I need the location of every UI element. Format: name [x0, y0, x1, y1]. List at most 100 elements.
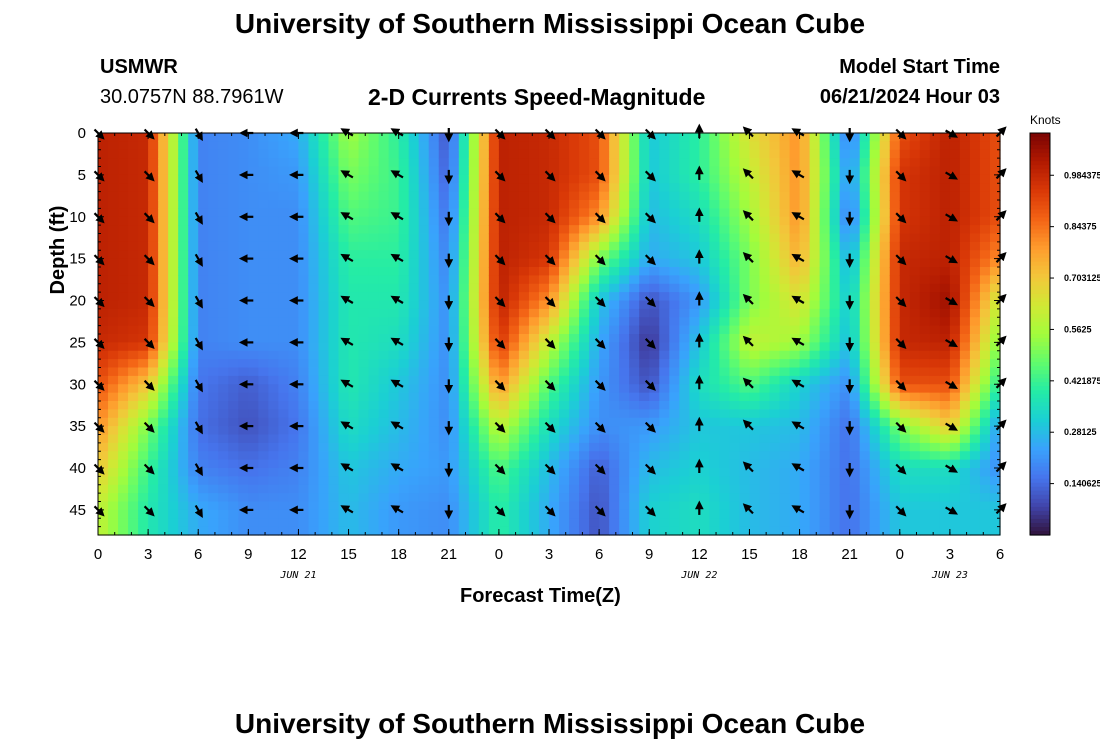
heatmap-cell: [408, 342, 420, 352]
heatmap-cell: [739, 476, 751, 486]
heatmap-cell: [769, 216, 781, 226]
heatmap-cell: [318, 401, 330, 410]
heatmap-cell: [759, 401, 771, 410]
heatmap-cell: [669, 300, 680, 310]
heatmap-cell: [659, 509, 670, 519]
heatmap-cell: [689, 241, 700, 251]
heatmap-cell: [869, 141, 881, 151]
heatmap-cell: [989, 233, 1001, 243]
heatmap-cell: [649, 158, 660, 168]
heatmap-cell: [408, 484, 420, 494]
current-vector-arrow: [594, 254, 606, 266]
heatmap-cell: [609, 468, 620, 477]
heatmap-cell: [218, 509, 229, 519]
heatmap-cell: [909, 208, 921, 218]
heatmap-cell: [98, 233, 109, 243]
heatmap-cell: [689, 183, 700, 193]
heatmap-cell: [549, 292, 560, 302]
heatmap-cell: [839, 334, 851, 343]
heatmap-cell: [709, 283, 720, 293]
heatmap-cell: [969, 434, 981, 444]
heatmap-cell: [218, 476, 229, 486]
heatmap-cell: [809, 275, 821, 285]
heatmap-cell: [579, 275, 590, 285]
heatmap-cell: [619, 451, 630, 461]
heatmap-cell: [689, 133, 700, 142]
heatmap-cell: [268, 292, 279, 302]
heatmap-cell: [98, 141, 109, 151]
heatmap-cell: [468, 459, 480, 469]
heatmap-cell: [438, 250, 450, 260]
colorbar-segment: [1030, 265, 1050, 271]
heatmap-cell: [709, 258, 720, 268]
heatmap-cell: [268, 300, 279, 310]
heatmap-cell: [328, 317, 340, 327]
heatmap-cell: [789, 325, 801, 335]
heatmap-cell: [699, 149, 710, 159]
heatmap-cell: [729, 317, 741, 327]
heatmap-cell: [298, 384, 310, 394]
heatmap-cell: [408, 216, 420, 226]
heatmap-cell: [178, 359, 189, 369]
heatmap-cell: [659, 267, 670, 276]
heatmap-cell: [398, 426, 410, 436]
heatmap-cell: [518, 509, 530, 519]
heatmap-cell: [679, 426, 690, 436]
heatmap-cell: [158, 342, 169, 352]
heatmap-cell: [749, 275, 761, 285]
heatmap-cell: [458, 317, 470, 327]
heatmap-cell: [328, 292, 340, 302]
heatmap-cell: [128, 501, 139, 511]
colorbar-segment: [1030, 317, 1050, 323]
colorbar-segment: [1030, 402, 1050, 407]
heatmap-cell: [418, 350, 430, 360]
heatmap-cell: [108, 317, 119, 327]
current-vector-arrow: [494, 212, 506, 224]
heatmap-cell: [859, 434, 871, 444]
heatmap-cell: [629, 149, 640, 159]
heatmap-cell: [829, 292, 841, 302]
heatmap-cell: [859, 225, 871, 235]
current-vector-arrow: [494, 296, 506, 308]
heatmap-cell: [128, 267, 139, 276]
heatmap-cell: [599, 518, 610, 528]
heatmap-cell: [749, 367, 761, 377]
heatmap-cell: [599, 233, 610, 243]
heatmap-cell: [819, 501, 831, 511]
heatmap-cell: [799, 409, 811, 419]
heatmap-cell: [589, 241, 600, 251]
heatmap-cell: [689, 216, 700, 226]
current-vector-arrow: [194, 295, 203, 309]
heatmap-cell: [649, 484, 660, 494]
heatmap-cell: [679, 158, 690, 168]
heatmap-cell: [518, 468, 530, 477]
heatmap-cell: [559, 417, 570, 427]
heatmap-cell: [569, 334, 580, 343]
heatmap-cell: [428, 233, 440, 243]
heatmap-cell: [338, 442, 350, 452]
heatmap-cell: [599, 275, 610, 285]
heatmap-cell: [108, 526, 119, 536]
heatmap-cell: [929, 384, 941, 394]
heatmap-cell: [889, 208, 901, 218]
heatmap-cell: [298, 417, 310, 427]
heatmap-cell: [769, 401, 781, 410]
heatmap-cell: [358, 384, 370, 394]
heatmap-cell: [619, 334, 630, 343]
heatmap-cell: [438, 300, 450, 310]
heatmap-cell: [579, 451, 590, 461]
heatmap-cell: [388, 149, 400, 159]
heatmap-cell: [368, 451, 380, 461]
heatmap-cell: [168, 384, 179, 394]
heatmap-cell: [428, 401, 440, 410]
heatmap-cell: [508, 375, 520, 385]
heatmap-cell: [719, 317, 730, 327]
heatmap-cell: [398, 350, 410, 360]
heatmap-cell: [619, 526, 630, 536]
heatmap-cell: [488, 149, 500, 159]
heatmap-cell: [789, 451, 801, 461]
heatmap-cell: [428, 174, 440, 184]
heatmap-cell: [258, 325, 269, 335]
heatmap-cell: [929, 518, 941, 528]
heatmap-cell: [619, 158, 630, 168]
